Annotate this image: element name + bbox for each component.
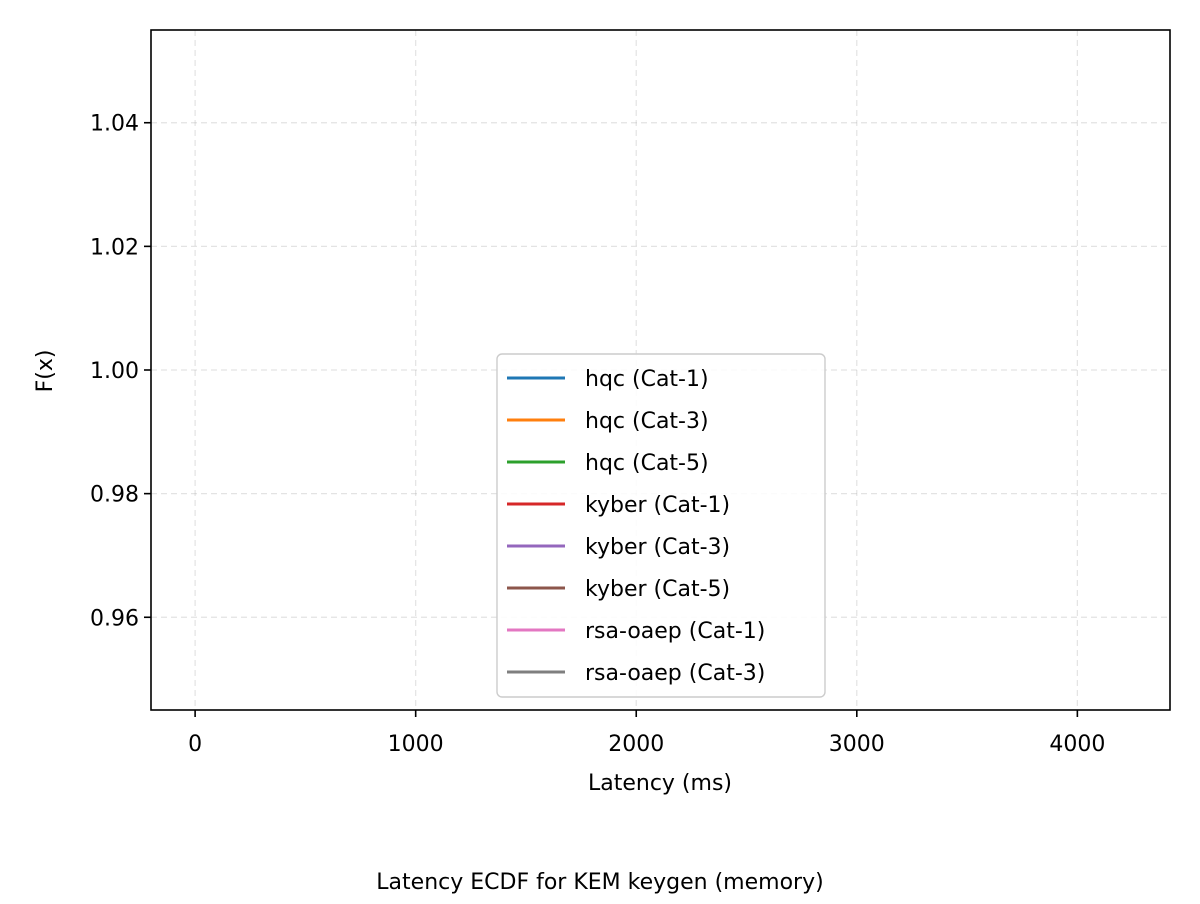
y-tick-label: 1.02 xyxy=(90,235,139,260)
y-tick-label: 0.96 xyxy=(90,606,139,631)
legend-label: rsa-oaep (Cat-3) xyxy=(585,661,765,686)
legend-entry[interactable]: kyber (Cat-5) xyxy=(507,577,730,602)
legend-entry[interactable]: hqc (Cat-3) xyxy=(507,409,709,434)
y-tick-label: 1.00 xyxy=(90,359,139,384)
legend-label: kyber (Cat-3) xyxy=(585,535,730,560)
legend-entry[interactable]: hqc (Cat-5) xyxy=(507,451,709,476)
x-tick-label: 4000 xyxy=(1049,732,1105,757)
x-tick-label: 0 xyxy=(188,732,202,757)
y-tick-label: 0.98 xyxy=(90,483,139,508)
legend-entry[interactable]: kyber (Cat-1) xyxy=(507,493,730,518)
x-tick-label: 3000 xyxy=(829,732,885,757)
legend-entry[interactable]: rsa-oaep (Cat-1) xyxy=(507,619,765,644)
legend-entries: hqc (Cat-1) hqc (Cat-3) hqc (Cat-5) kyber (… xyxy=(507,367,765,686)
legend[interactable]: hqc (Cat-1) hqc (Cat-3) hqc (Cat-5) kyber (… xyxy=(496,353,826,698)
y-axis-label: F(x) xyxy=(33,350,58,393)
x-tick-label: 2000 xyxy=(608,732,664,757)
legend-label: kyber (Cat-5) xyxy=(585,577,730,602)
x-axis-label: Latency (ms) xyxy=(588,771,732,796)
y-tick-label: 1.04 xyxy=(90,112,139,137)
legend-label: hqc (Cat-3) xyxy=(585,409,709,434)
y-axis-ticks: 0.96 0.98 1.00 1.02 1.04 xyxy=(90,112,151,631)
legend-label: hqc (Cat-5) xyxy=(585,451,709,476)
x-tick-label: 1000 xyxy=(388,732,444,757)
legend-box xyxy=(496,353,826,698)
legend-entry[interactable]: rsa-oaep (Cat-3) xyxy=(507,661,765,686)
legend-label: hqc (Cat-1) xyxy=(585,367,709,392)
legend-entry[interactable]: hqc (Cat-1) xyxy=(507,367,709,392)
legend-entry[interactable]: kyber (Cat-3) xyxy=(507,535,730,560)
x-axis-ticks: 0 1000 2000 3000 4000 xyxy=(188,710,1105,757)
legend-label: kyber (Cat-1) xyxy=(585,493,730,518)
chart-caption: Latency ECDF for KEM keygen (memory) xyxy=(376,870,823,895)
legend-label: rsa-oaep (Cat-1) xyxy=(585,619,765,644)
